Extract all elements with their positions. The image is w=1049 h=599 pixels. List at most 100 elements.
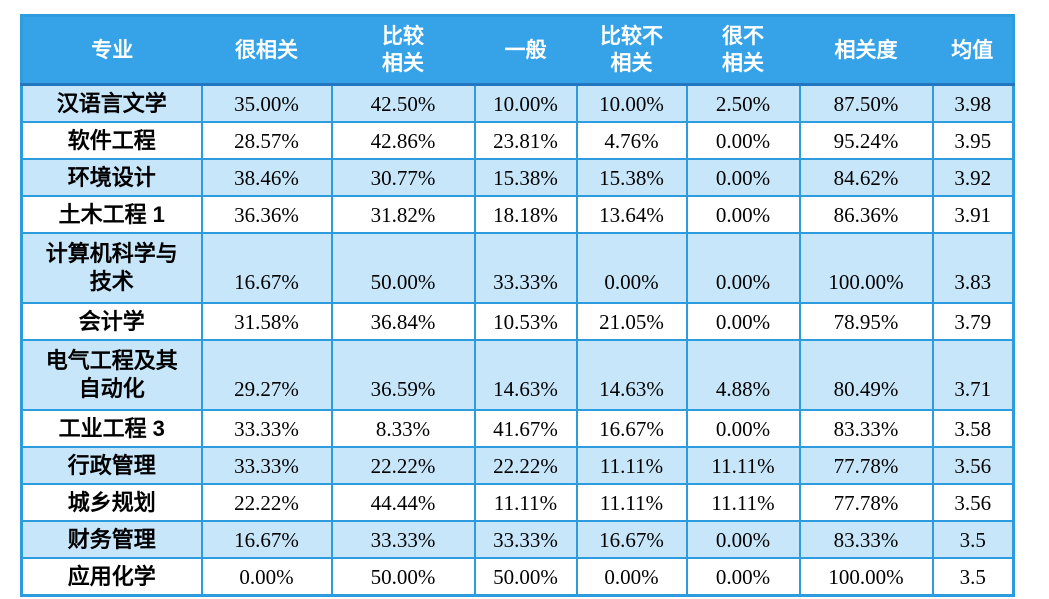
value-cell: 29.27% [200,339,333,411]
value-cell: 4.76% [575,121,688,160]
value-cell: 11.11% [685,446,801,485]
value-cell: 95.24% [798,121,934,160]
value-cell: 11.11% [685,483,801,522]
value-cell: 100.00% [798,232,934,304]
value-cell: 77.78% [798,446,934,485]
value-cell: 0.00% [685,195,801,234]
value-cell: 77.78% [798,483,934,522]
value-cell: 4.88% [685,339,801,411]
value-cell: 33.33% [330,520,476,559]
table-row: 会计学 31.58% 36.84% 10.53% 21.05% 0.00% 78… [20,302,1015,341]
value-cell: 36.84% [330,302,476,341]
major-cell: 汉语言文学 [20,83,203,123]
value-cell: 22.22% [473,446,578,485]
value-cell: 78.95% [798,302,934,341]
value-cell: 10.00% [473,83,578,123]
value-cell: 80.49% [798,339,934,411]
value-cell: 0.00% [575,232,688,304]
value-cell: 18.18% [473,195,578,234]
value-cell: 31.58% [200,302,333,341]
value-cell: 31.82% [330,195,476,234]
value-cell: 22.22% [200,483,333,522]
table-row: 汉语言文学 35.00% 42.50% 10.00% 10.00% 2.50% … [20,83,1015,123]
relevance-table-container: 专业 很相关 比较 相关 一般 比较不 相关 很不 相关 相关度 均值 汉语言文… [20,14,1015,597]
value-cell: 11.11% [575,446,688,485]
table-row: 行政管理 33.33% 22.22% 22.22% 11.11% 11.11% … [20,446,1015,485]
value-cell: 23.81% [473,121,578,160]
value-cell: 33.33% [200,446,333,485]
value-cell: 11.11% [473,483,578,522]
value-cell: 16.67% [575,409,688,448]
value-cell: 10.53% [473,302,578,341]
value-cell: 28.57% [200,121,333,160]
value-cell: 42.50% [330,83,476,123]
value-cell: 44.44% [330,483,476,522]
value-cell: 3.5 [931,520,1015,559]
value-cell: 36.36% [200,195,333,234]
value-cell: 22.22% [330,446,476,485]
header-very-relevant: 很相关 [201,15,332,86]
value-cell: 36.59% [330,339,476,411]
value-cell: 33.33% [200,409,333,448]
value-cell: 84.62% [798,158,934,197]
value-cell: 10.00% [575,83,688,123]
value-cell: 3.56 [931,446,1015,485]
value-cell: 14.63% [575,339,688,411]
value-cell: 15.38% [575,158,688,197]
header-fairly-relevant: 比较 相关 [331,15,475,86]
header-very-irrelevant: 很不 相关 [686,15,800,86]
value-cell: 0.00% [685,302,801,341]
value-cell: 3.98 [931,83,1015,123]
value-cell: 0.00% [685,557,801,597]
value-cell: 87.50% [798,83,934,123]
major-cell: 电气工程及其 自动化 [20,339,203,411]
value-cell: 13.64% [575,195,688,234]
value-cell: 14.63% [473,339,578,411]
value-cell: 33.33% [473,232,578,304]
value-cell: 8.33% [330,409,476,448]
table-row: 工业工程 3 33.33% 8.33% 41.67% 16.67% 0.00% … [20,409,1015,448]
value-cell: 100.00% [798,557,934,597]
value-cell: 3.56 [931,483,1015,522]
value-cell: 50.00% [473,557,578,597]
major-cell: 城乡规划 [20,483,203,522]
major-cell: 应用化学 [20,557,203,597]
table-row: 城乡规划 22.22% 44.44% 11.11% 11.11% 11.11% … [20,483,1015,522]
major-cell: 软件工程 [20,121,203,160]
header-neutral: 一般 [474,15,577,86]
value-cell: 83.33% [798,409,934,448]
value-cell: 11.11% [575,483,688,522]
value-cell: 0.00% [685,121,801,160]
value-cell: 50.00% [330,557,476,597]
header-major: 专业 [21,15,202,86]
major-cell: 计算机科学与 技术 [20,232,203,304]
value-cell: 83.33% [798,520,934,559]
major-relevance-table: 专业 很相关 比较 相关 一般 比较不 相关 很不 相关 相关度 均值 汉语言文… [20,14,1015,597]
value-cell: 3.83 [931,232,1015,304]
major-cell: 行政管理 [20,446,203,485]
table-row: 电气工程及其 自动化 29.27% 36.59% 14.63% 14.63% 4… [20,339,1015,411]
value-cell: 41.67% [473,409,578,448]
major-cell: 环境设计 [20,158,203,197]
table-row: 计算机科学与 技术 16.67% 50.00% 33.33% 0.00% 0.0… [20,232,1015,304]
value-cell: 15.38% [473,158,578,197]
value-cell: 3.91 [931,195,1015,234]
major-cell: 土木工程 1 [20,195,203,234]
value-cell: 33.33% [473,520,578,559]
header-mean: 均值 [932,15,1014,86]
value-cell: 0.00% [575,557,688,597]
value-cell: 2.50% [685,83,801,123]
major-cell: 工业工程 3 [20,409,203,448]
value-cell: 30.77% [330,158,476,197]
table-row: 财务管理 16.67% 33.33% 33.33% 16.67% 0.00% 8… [20,520,1015,559]
value-cell: 0.00% [685,520,801,559]
value-cell: 50.00% [330,232,476,304]
table-row: 土木工程 1 36.36% 31.82% 18.18% 13.64% 0.00%… [20,195,1015,234]
value-cell: 3.95 [931,121,1015,160]
value-cell: 35.00% [200,83,333,123]
value-cell: 3.92 [931,158,1015,197]
header-relevance-degree: 相关度 [799,15,933,86]
table-row: 环境设计 38.46% 30.77% 15.38% 15.38% 0.00% 8… [20,158,1015,197]
value-cell: 0.00% [685,409,801,448]
table-row: 应用化学 0.00% 50.00% 50.00% 0.00% 0.00% 100… [20,557,1015,597]
